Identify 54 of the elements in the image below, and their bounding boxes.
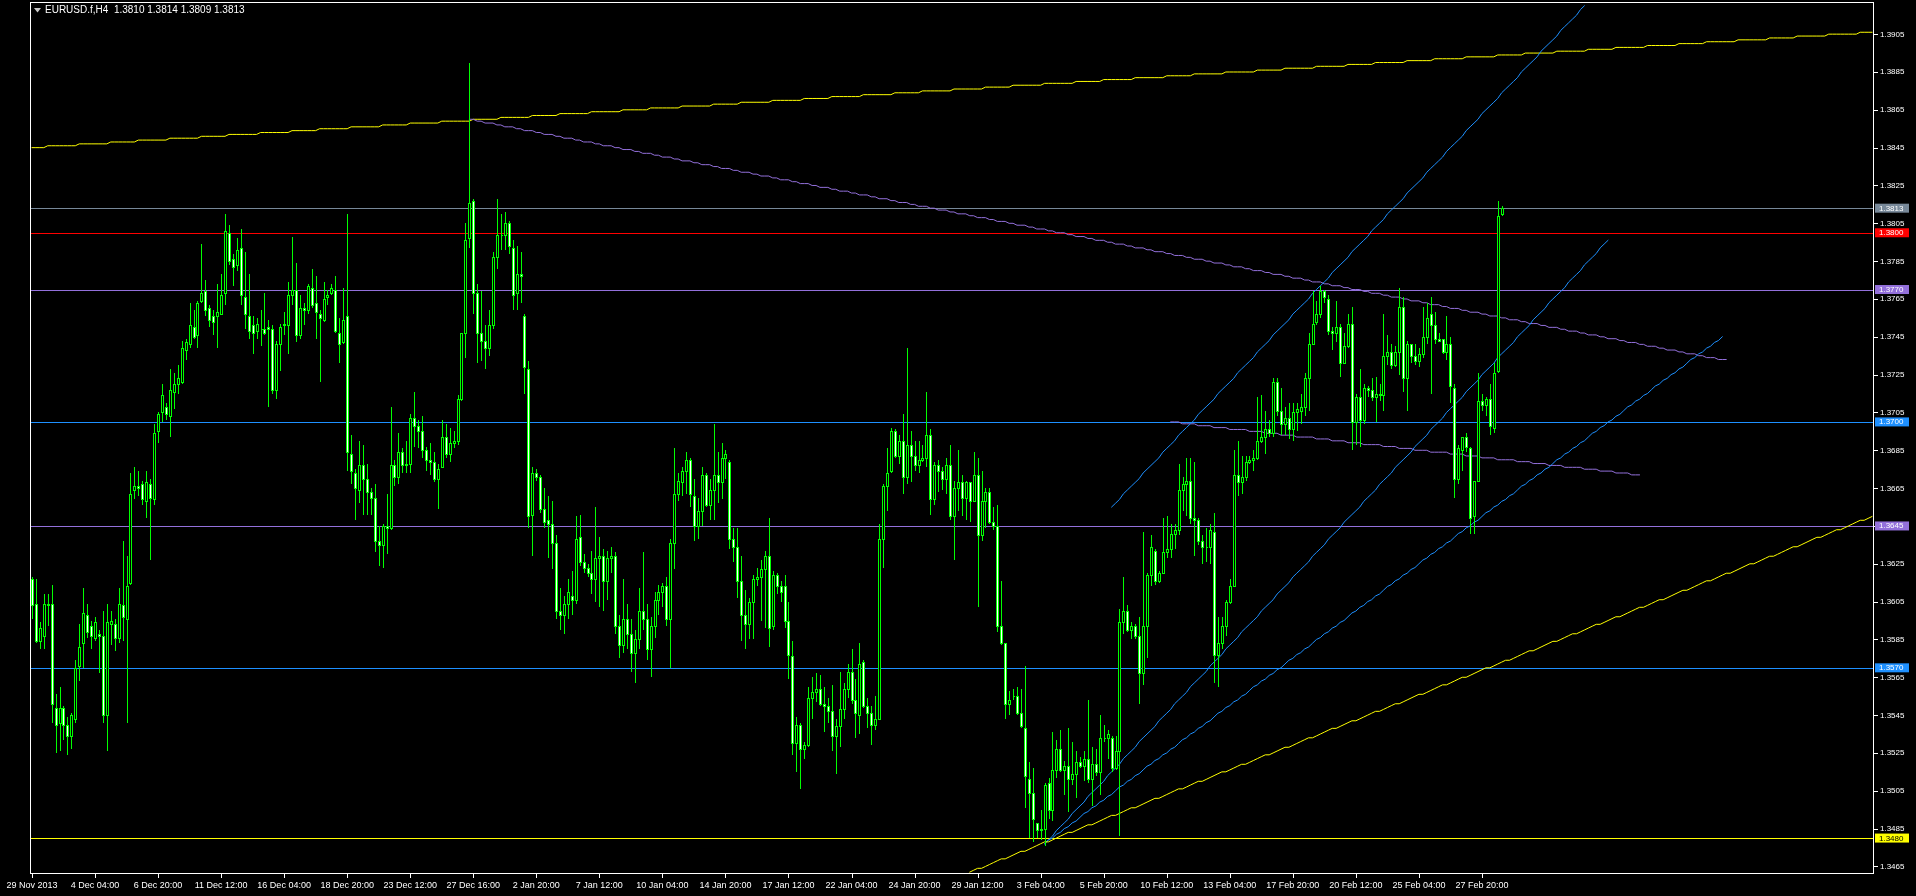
- y-tick-label: 1.3865: [1880, 105, 1906, 115]
- x-tick-label: 5 Feb 20:00: [1079, 880, 1128, 890]
- y-tick-label: 1.3485: [1880, 824, 1906, 834]
- y-tick-label: 1.3885: [1880, 67, 1906, 77]
- x-tick-label: 10 Jan 04:00: [636, 880, 689, 890]
- x-tick-label: 17 Feb 20:00: [1266, 880, 1320, 890]
- x-tick-label: 10 Feb 12:00: [1140, 880, 1194, 890]
- x-tick-label: 18 Dec 20:00: [320, 880, 374, 890]
- y-tick-label: 1.3545: [1880, 710, 1906, 720]
- y-tick-label: 1.3505: [1880, 786, 1906, 796]
- x-tick-label: 16 Dec 04:00: [257, 880, 311, 890]
- ref-line-label: 1.3813: [1879, 203, 1905, 213]
- y-tick-label: 1.3465: [1880, 861, 1906, 871]
- ref-line-label: 1.3645: [1879, 521, 1905, 531]
- ref-line-label: 1.3770: [1879, 285, 1905, 295]
- x-tick-label: 29 Jan 12:00: [951, 880, 1004, 890]
- y-tick-label: 1.3845: [1880, 143, 1906, 153]
- y-tick-label: 1.3585: [1880, 634, 1906, 644]
- y-tick-label: 1.3765: [1880, 294, 1906, 304]
- y-tick-label: 1.3785: [1880, 256, 1906, 266]
- x-tick-label: 7 Jan 12:00: [575, 880, 623, 890]
- y-tick-label: 1.3905: [1880, 29, 1906, 39]
- x-tick-label: 25 Feb 04:00: [1392, 880, 1446, 890]
- x-tick-label: 27 Feb 20:00: [1455, 880, 1509, 890]
- y-tick-label: 1.3625: [1880, 559, 1906, 569]
- x-tick-label: 29 Nov 2013: [6, 880, 58, 890]
- x-tick-label: 11 Dec 12:00: [194, 880, 248, 890]
- y-tick-label: 1.3705: [1880, 407, 1906, 417]
- ref-line-label: 1.3700: [1879, 417, 1905, 427]
- y-tick-label: 1.3665: [1880, 483, 1906, 493]
- y-tick-label: 1.3745: [1880, 332, 1906, 342]
- y-tick-label: 1.3725: [1880, 370, 1906, 380]
- x-tick-label: 6 Dec 20:00: [133, 880, 183, 890]
- x-tick-label: 23 Dec 12:00: [383, 880, 437, 890]
- x-tick-label: 3 Feb 04:00: [1016, 880, 1065, 890]
- ref-line-label: 1.3480: [1879, 833, 1905, 843]
- ref-line-label: 1.3570: [1879, 663, 1905, 673]
- x-tick-label: 20 Feb 12:00: [1329, 880, 1383, 890]
- x-tick-label: 17 Jan 12:00: [762, 880, 815, 890]
- x-tick-label: 22 Jan 04:00: [825, 880, 878, 890]
- y-tick-label: 1.3805: [1880, 218, 1906, 228]
- x-tick-label: 24 Jan 20:00: [888, 880, 941, 890]
- y-tick-label: 1.3565: [1880, 672, 1906, 682]
- ref-line-label: 1.3800: [1879, 228, 1905, 238]
- y-tick-label: 1.3605: [1880, 597, 1906, 607]
- y-tick-label: 1.3825: [1880, 180, 1906, 190]
- y-tick-label: 1.3685: [1880, 445, 1906, 455]
- x-tick-label: 27 Dec 16:00: [446, 880, 501, 890]
- y-tick-label: 1.3525: [1880, 748, 1906, 758]
- chart-title: EURUSD.f,H4 1.3810 1.3814 1.3809 1.3813: [45, 4, 246, 15]
- x-tick-label: 4 Dec 04:00: [70, 880, 120, 890]
- x-tick-label: 2 Jan 20:00: [512, 880, 560, 890]
- x-tick-label: 14 Jan 20:00: [699, 880, 752, 890]
- x-tick-label: 13 Feb 04:00: [1203, 880, 1257, 890]
